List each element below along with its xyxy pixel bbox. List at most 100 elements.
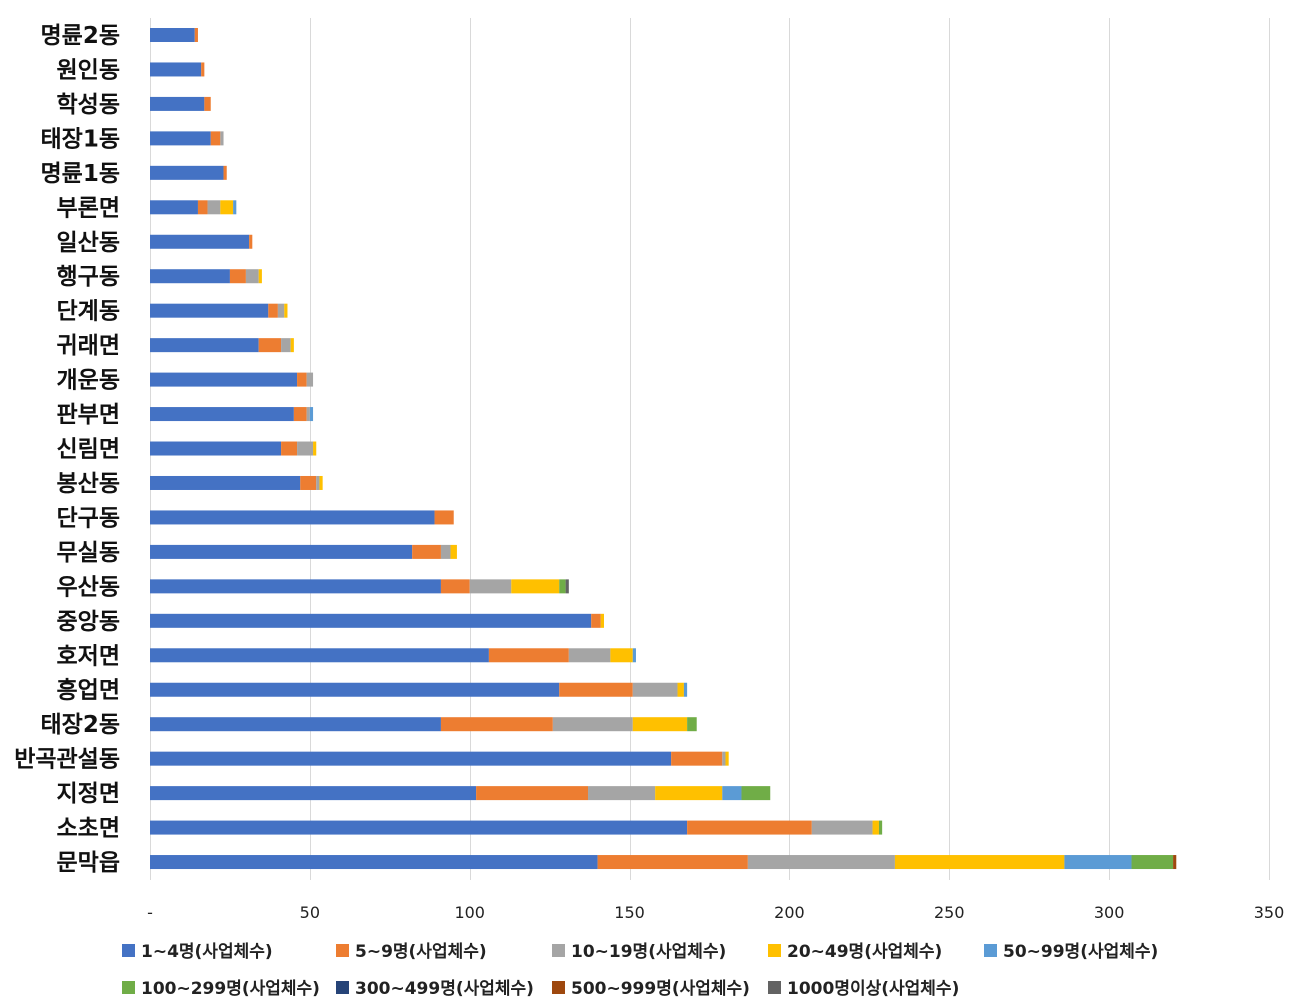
category-label: 명륜2동 [41,23,120,49]
category-label: 태장1동 [41,126,120,152]
bar-segment [591,613,601,628]
bar-segment [150,407,294,422]
bar-segment [150,648,489,663]
category-label: 문막읍 [57,850,120,876]
bar-segment [412,544,441,559]
category-label: 소초면 [57,816,120,842]
bar-segment [632,682,678,697]
bar-segment [197,200,208,215]
legend-label: 500~999명(사업체수) [571,979,750,999]
category-label: 단계동 [57,299,120,325]
bars [150,28,1177,870]
bar-segment [150,165,224,180]
bar-segment [249,234,253,249]
category-label: 태장2동 [41,712,120,738]
bar-segment [610,648,633,663]
legend-swatch [552,944,565,957]
category-labels: 명륜2동원인동학성동태장1동명륜1동부론면일산동행구동단계동귀래면개운동판부면신… [14,23,120,876]
bar-segment [306,372,314,387]
category-label: 원인동 [57,57,120,83]
bar-segment [588,786,656,801]
bar-segment [440,544,451,559]
bar-segment [277,303,285,318]
bar-segment [150,234,250,249]
bar-segment [313,441,317,456]
bar-segment [150,820,688,835]
bar-segment [220,131,224,146]
bar-segment [1064,855,1132,870]
bar-segment [811,820,873,835]
bar-segment [1131,855,1174,870]
category-label: 학성동 [57,92,120,118]
bar-segment [677,682,684,697]
bar-segment [201,62,205,77]
x-tick-label: 350 [1254,903,1285,922]
bar-segment [469,579,512,594]
bar-segment [150,372,298,387]
bar-segment [1173,855,1177,870]
bar-segment [290,338,294,353]
legend-swatch [122,944,135,957]
bar-segment [284,303,288,318]
bar-segment [150,510,435,525]
legend-swatch [768,981,781,994]
gridlines [150,18,1270,880]
bar-segment [150,269,230,284]
legend-label: 50~99명(사업체수) [1003,942,1158,962]
category-label: 신림면 [57,437,120,463]
category-label: 개운동 [57,368,120,394]
bar-segment [440,579,470,594]
bar-segment [687,717,697,732]
bar-segment [559,682,633,697]
legend-swatch [552,981,565,994]
legend-label: 1~4명(사업체수) [141,942,273,962]
bar-segment [552,717,633,732]
bar-segment [476,786,589,801]
bar-segment [632,717,688,732]
bar-segment [683,682,688,697]
bar-segment [878,820,883,835]
bar-segment [220,200,234,215]
bar-segment [600,613,604,628]
legend-label: 10~19명(사업체수) [571,942,726,962]
bar-segment [450,544,457,559]
category-label: 반곡관설동 [14,747,120,773]
bar-segment [306,407,310,422]
bar-segment [297,372,307,387]
bar-segment [150,338,259,353]
bar-segment [434,510,454,525]
category-label: 단구동 [57,505,120,531]
bar-segment [150,303,269,318]
category-label: 판부면 [57,402,120,428]
bar-segment [316,475,320,490]
bar-segment [150,855,598,870]
bar-segment [293,407,307,422]
x-tick-label: - [147,903,153,922]
bar-segment [150,131,211,146]
bar-segment [150,751,672,766]
bar-segment [194,28,198,42]
category-label: 우산동 [57,574,120,600]
bar-segment [150,28,195,42]
category-label: 무실동 [57,540,120,566]
x-tick-label: 150 [614,903,645,922]
category-label: 일산동 [57,230,120,256]
bar-segment [150,717,441,732]
legend-label: 300~499명(사업체수) [355,979,534,999]
x-tick-label: 300 [1094,903,1125,922]
x-tick-label: 250 [934,903,965,922]
legend-swatch [336,944,349,957]
x-tick-label: 50 [300,903,320,922]
bar-segment [258,338,282,353]
legend-label: 5~9명(사업체수) [355,942,487,962]
bar-segment [204,96,211,111]
bar-segment [559,579,566,594]
bar-segment [258,269,262,284]
bar-segment [565,579,569,594]
bar-segment [281,338,291,353]
bar-segment [872,820,879,835]
bar-segment [233,200,237,215]
legend-label: 1000명이상(사업체수) [787,979,959,999]
bar-segment [150,579,441,594]
bar-segment [150,613,592,628]
